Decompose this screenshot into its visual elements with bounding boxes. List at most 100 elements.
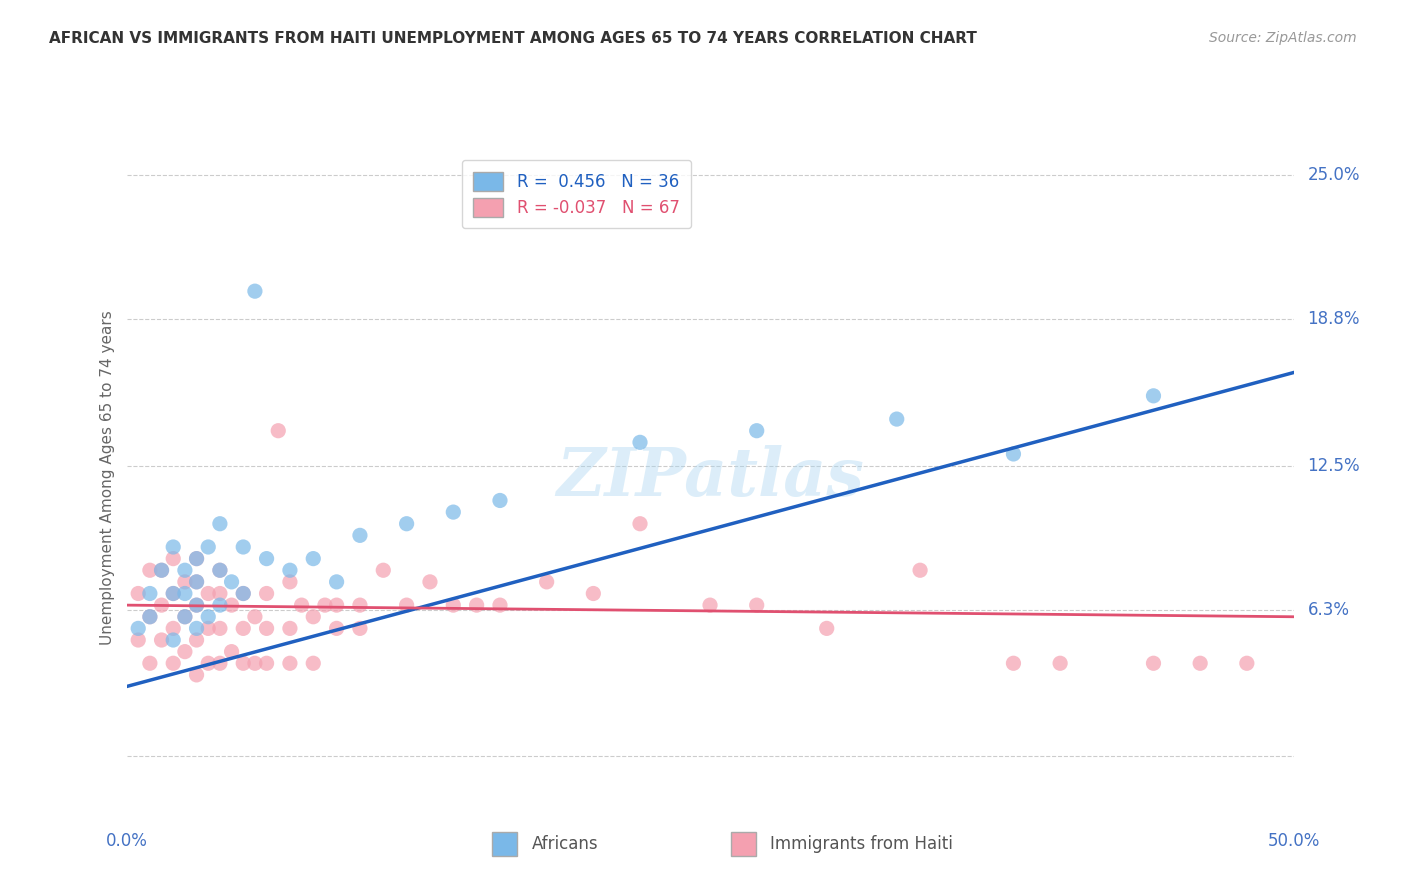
Point bbox=[162, 586, 184, 600]
Point bbox=[127, 586, 149, 600]
Point bbox=[302, 551, 325, 566]
Point bbox=[1002, 657, 1025, 671]
Point bbox=[208, 657, 231, 671]
Point bbox=[699, 598, 721, 612]
Legend: R =  0.456   N = 36, R = -0.037   N = 67: R = 0.456 N = 36, R = -0.037 N = 67 bbox=[461, 160, 692, 228]
Text: 6.3%: 6.3% bbox=[1308, 601, 1350, 619]
Point bbox=[302, 609, 325, 624]
Point bbox=[232, 540, 254, 554]
Point bbox=[349, 598, 371, 612]
Point bbox=[349, 621, 371, 635]
Point bbox=[243, 284, 266, 298]
Point bbox=[232, 586, 254, 600]
Point bbox=[325, 574, 347, 589]
Point bbox=[174, 574, 197, 589]
Point bbox=[232, 621, 254, 635]
Point bbox=[278, 563, 301, 577]
Point bbox=[208, 621, 231, 635]
Point bbox=[441, 505, 464, 519]
Point bbox=[127, 621, 149, 635]
Point bbox=[162, 586, 184, 600]
Text: 0.0%: 0.0% bbox=[105, 832, 148, 850]
Point bbox=[465, 598, 488, 612]
Point bbox=[1142, 389, 1164, 403]
Point bbox=[208, 563, 231, 577]
Point bbox=[536, 574, 558, 589]
Point bbox=[373, 563, 395, 577]
Point bbox=[278, 574, 301, 589]
Point bbox=[256, 657, 278, 671]
Point bbox=[150, 563, 173, 577]
Point bbox=[908, 563, 931, 577]
Point bbox=[325, 598, 347, 612]
Point bbox=[745, 598, 768, 612]
Point bbox=[186, 668, 208, 682]
Point bbox=[208, 598, 231, 612]
Point bbox=[221, 598, 243, 612]
Point bbox=[419, 574, 441, 589]
Point bbox=[197, 621, 219, 635]
Point bbox=[395, 516, 418, 531]
Point bbox=[186, 551, 208, 566]
Point bbox=[256, 551, 278, 566]
Point bbox=[489, 493, 512, 508]
Point bbox=[139, 657, 162, 671]
Text: Africans: Africans bbox=[531, 835, 598, 854]
Point bbox=[174, 586, 197, 600]
Point bbox=[278, 657, 301, 671]
Point bbox=[139, 563, 162, 577]
Point bbox=[1142, 657, 1164, 671]
Point bbox=[489, 598, 512, 612]
Point bbox=[815, 621, 838, 635]
Point bbox=[256, 586, 278, 600]
Point bbox=[290, 598, 312, 612]
Point bbox=[139, 586, 162, 600]
Point bbox=[1002, 447, 1025, 461]
Point bbox=[186, 598, 208, 612]
Point bbox=[186, 621, 208, 635]
Text: ZIPatlas: ZIPatlas bbox=[557, 445, 863, 509]
Point bbox=[1236, 657, 1258, 671]
Point bbox=[1189, 657, 1212, 671]
Text: Source: ZipAtlas.com: Source: ZipAtlas.com bbox=[1209, 31, 1357, 45]
Point bbox=[150, 598, 173, 612]
Point bbox=[127, 633, 149, 648]
Point bbox=[278, 621, 301, 635]
Point bbox=[174, 645, 197, 659]
Point bbox=[221, 645, 243, 659]
Text: 50.0%: 50.0% bbox=[1267, 832, 1320, 850]
Text: 12.5%: 12.5% bbox=[1308, 457, 1360, 475]
Point bbox=[302, 657, 325, 671]
Point bbox=[314, 598, 336, 612]
Point bbox=[232, 586, 254, 600]
Text: Immigrants from Haiti: Immigrants from Haiti bbox=[770, 835, 953, 854]
Point bbox=[150, 563, 173, 577]
Point bbox=[197, 586, 219, 600]
Point bbox=[139, 609, 162, 624]
Point bbox=[174, 609, 197, 624]
Point bbox=[162, 657, 184, 671]
Point bbox=[162, 540, 184, 554]
Point bbox=[174, 609, 197, 624]
Point bbox=[208, 516, 231, 531]
Point bbox=[162, 621, 184, 635]
Point bbox=[197, 540, 219, 554]
Point bbox=[186, 598, 208, 612]
Point bbox=[349, 528, 371, 542]
Point bbox=[243, 657, 266, 671]
Point bbox=[197, 657, 219, 671]
Point bbox=[208, 563, 231, 577]
Text: 25.0%: 25.0% bbox=[1308, 166, 1360, 184]
Point bbox=[441, 598, 464, 612]
Text: AFRICAN VS IMMIGRANTS FROM HAITI UNEMPLOYMENT AMONG AGES 65 TO 74 YEARS CORRELAT: AFRICAN VS IMMIGRANTS FROM HAITI UNEMPLO… bbox=[49, 31, 977, 46]
Y-axis label: Unemployment Among Ages 65 to 74 years: Unemployment Among Ages 65 to 74 years bbox=[100, 310, 115, 645]
Point bbox=[186, 574, 208, 589]
Point bbox=[186, 633, 208, 648]
Point bbox=[197, 609, 219, 624]
Point bbox=[395, 598, 418, 612]
Point bbox=[186, 574, 208, 589]
Point bbox=[325, 621, 347, 635]
Point bbox=[139, 609, 162, 624]
Point bbox=[150, 633, 173, 648]
Point bbox=[886, 412, 908, 426]
